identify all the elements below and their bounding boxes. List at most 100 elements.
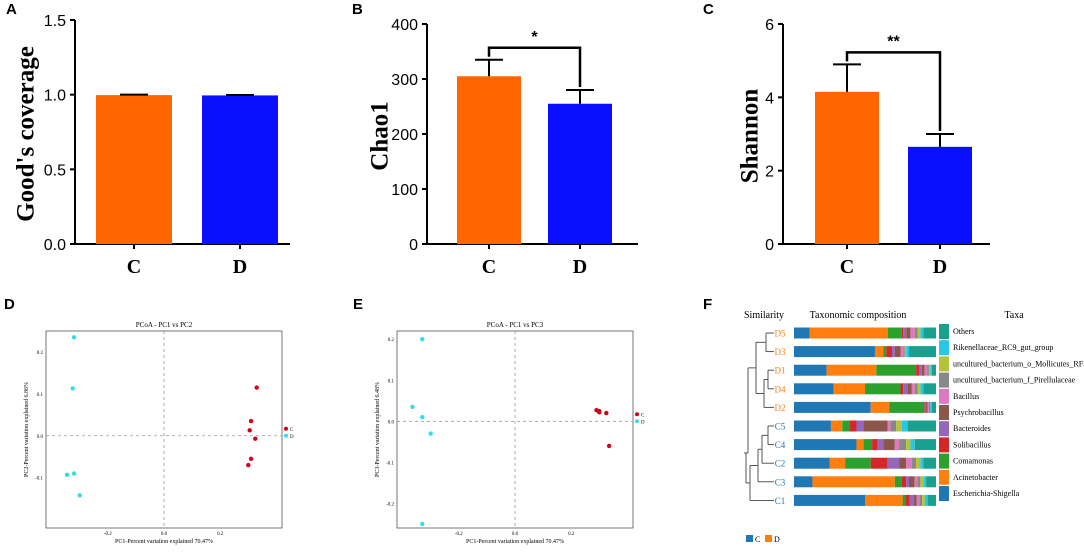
y-tick-label: 0.1 (388, 379, 395, 384)
stack-segment (900, 383, 904, 395)
taxa-legend-label: uncultured_bacterium_o_Mollicutes_RF39 (953, 359, 1084, 368)
stack-segment (901, 476, 907, 488)
scatter-point-c (254, 385, 259, 390)
taxa-legend-swatch (939, 372, 949, 388)
stack-segment (794, 494, 865, 506)
stack-segment (829, 457, 846, 469)
stack-segment (907, 383, 912, 395)
plot-title: PCoA - PC1 vs PC2 (136, 321, 193, 329)
stack-segment (903, 346, 905, 358)
stack-segment (926, 476, 936, 488)
scatter-point-c (246, 462, 251, 468)
stack-segment (794, 346, 875, 358)
stack-segment (917, 327, 921, 339)
legend-marker-c (635, 412, 639, 417)
stack-segment (870, 401, 890, 413)
x-tick-label: 0.2 (217, 532, 224, 537)
x-tick-label: 0.0 (161, 532, 168, 537)
stack-segment (914, 383, 918, 395)
legend-label-d: D (641, 420, 645, 425)
stack-segment (794, 401, 871, 413)
y-axis-label: PC3-Percent variation explained 6.48% (375, 382, 381, 477)
y-tick-label: 0.5 (44, 162, 66, 179)
y-axis-label: Chao1 (367, 101, 394, 170)
y-tick-label: 1.5 (44, 13, 66, 30)
significance-marker: ** (887, 33, 900, 50)
stack-segment (833, 383, 865, 395)
legend-label-d: D (290, 435, 294, 440)
y-tick-label: 0.1 (37, 393, 44, 398)
bar-c (815, 91, 879, 244)
stack-segment (845, 457, 871, 469)
stack-segment (920, 383, 924, 395)
x-tick-label: C (840, 256, 854, 278)
taxa-legend-label: Acinetobacter (953, 473, 998, 482)
y-tick-label: 300 (391, 72, 418, 89)
stack-segment (911, 457, 917, 469)
plot-title: PCoA - PC1 vs PC3 (487, 321, 544, 329)
stack-segment (899, 457, 907, 469)
bar-c (457, 76, 521, 244)
x-tick-label: -0.2 (455, 532, 463, 537)
bar-c (96, 95, 172, 244)
stack-segment (863, 439, 873, 451)
scatter-point-d (420, 337, 425, 342)
x-tick-label: C (127, 256, 141, 278)
significance-bracket (845, 51, 942, 131)
panel-label-d: D (4, 296, 15, 313)
y-tick-label: 400 (391, 17, 418, 34)
stack-segment (849, 420, 857, 432)
y-tick-label: 100 (391, 182, 418, 199)
x-tick-label: 0.0 (512, 532, 519, 537)
stack-segment (920, 476, 924, 488)
y-tick-label: 4 (765, 90, 774, 107)
stack-segment (830, 420, 843, 432)
scatter-point-d (77, 493, 82, 498)
bar-d (202, 95, 278, 244)
taxa-legend-label: uncultured_bacterium_f_Pirellulaceae (953, 376, 1076, 385)
stack-segment (794, 364, 827, 376)
stack-segment (872, 439, 878, 451)
y-tick-label: 0.0 (44, 237, 66, 254)
stack-segment (904, 346, 907, 358)
taxa-legend-label: Bacillus (953, 392, 979, 401)
taxa-legend-swatch (939, 388, 949, 404)
scatter-point-c (253, 436, 258, 441)
stack-segment (894, 346, 901, 358)
stack-segment (794, 439, 857, 451)
taxa-legend-swatch (939, 453, 949, 469)
stack-segment (794, 457, 830, 469)
stack-segment (874, 346, 884, 358)
group-legend-swatch-d (765, 535, 772, 542)
sample-label: D3 (775, 347, 786, 357)
y-tick-label: 6 (765, 17, 774, 34)
stack-segment (906, 439, 911, 451)
stack-segment (930, 401, 932, 413)
stack-segment (856, 439, 864, 451)
stack-segment (863, 420, 888, 432)
stack-segment (909, 494, 914, 506)
bar-d (908, 146, 972, 244)
scatter-point-c (247, 428, 252, 433)
stack-segment (931, 401, 936, 413)
stack-segment (865, 383, 901, 395)
taxa-legend-label: Psychrobacillus (953, 408, 1004, 417)
stack-segment (931, 364, 936, 376)
stack-segment (842, 420, 850, 432)
stack-segment (928, 401, 931, 413)
y-axis-label: Shannon (737, 89, 764, 184)
stack-segment (901, 420, 908, 432)
panel-b-chao1: 0 100 200 300 400 Chao1 C D * (367, 17, 638, 278)
x-axis-label: PC1-Percent variation explained 70.47% (115, 539, 213, 545)
stack-segment (928, 364, 931, 376)
stack-segment (923, 457, 936, 469)
stack-segment (909, 346, 936, 358)
stack-segment (889, 401, 924, 413)
stack-segment (890, 420, 897, 432)
stack-segment (883, 346, 887, 358)
panel-e-pcoa-pc1-pc3: PCoA - PC1 vs PC3 -0.2 0.0 0.2 -0.2 -0.1 0.0 0.… (375, 321, 645, 545)
y-tick-label: 0 (765, 237, 774, 254)
stack-segment (923, 383, 936, 395)
stack-segment (906, 457, 912, 469)
x-tick-label: 0.2 (568, 532, 575, 537)
